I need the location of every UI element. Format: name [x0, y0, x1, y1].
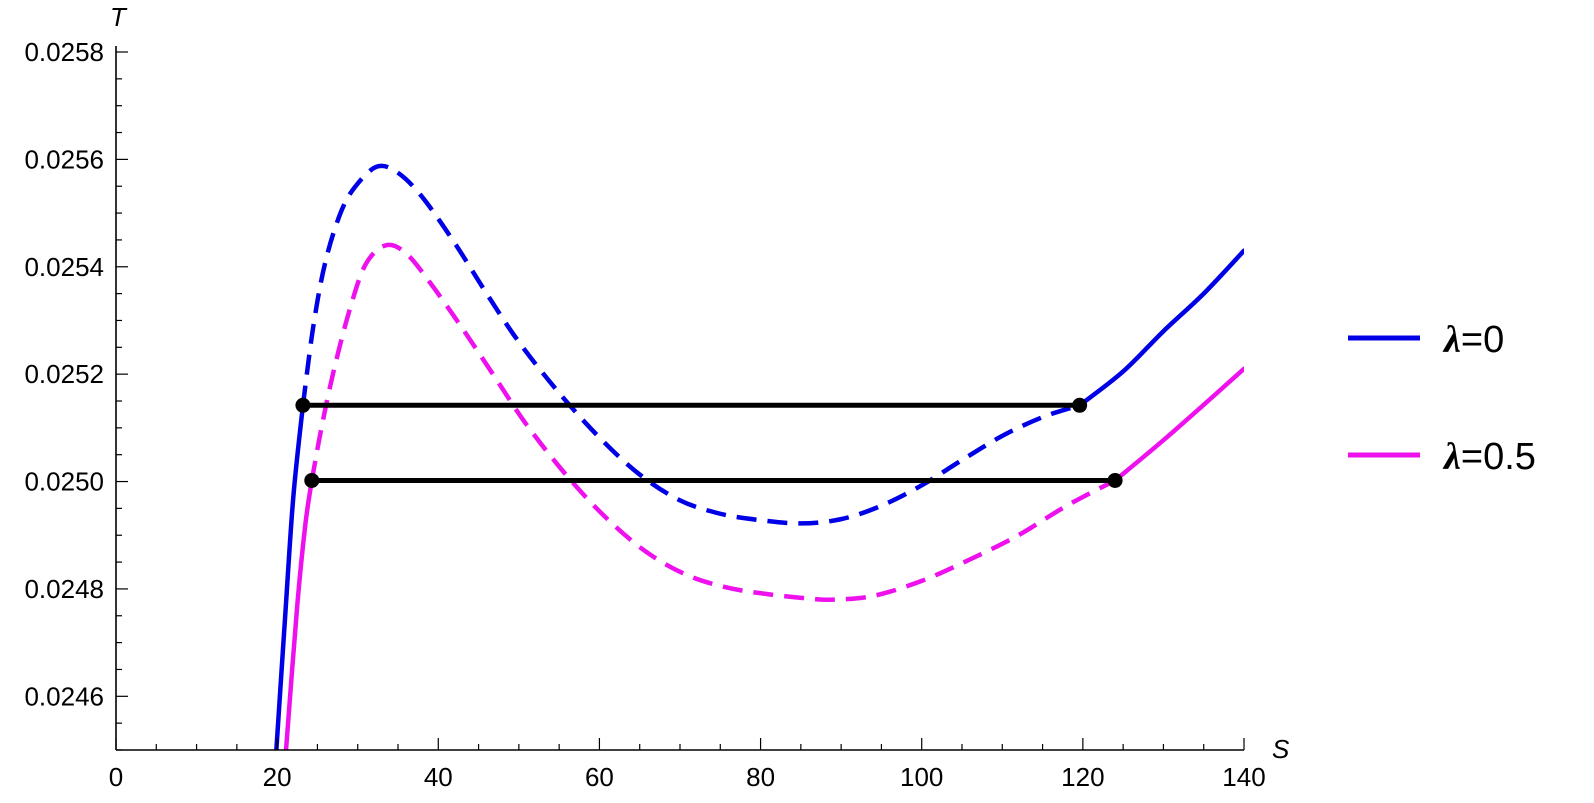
series-1-stable-large-line — [1112, 366, 1244, 483]
x-tick-label: 20 — [263, 762, 292, 792]
x-axis-label: S — [1272, 734, 1290, 764]
y-tick-label: 0.0258 — [24, 37, 104, 67]
legend-value: =0.5 — [1461, 436, 1536, 478]
legend-lambda-symbol: λ — [1442, 319, 1461, 361]
legend-lambda-symbol: λ — [1442, 436, 1461, 478]
segment-endpoint-dot — [1107, 472, 1123, 488]
segment-endpoint-dot — [1072, 397, 1088, 413]
legend-label: λ=0.5 — [1442, 436, 1536, 478]
y-tick-label: 0.0248 — [24, 574, 104, 604]
y-tick-label: 0.0256 — [24, 144, 104, 174]
series-0-unstable-dashed-line — [300, 163, 1081, 526]
axes: 0 20 40 60 80 100 120 140 0.02460.02480.02500.0… — [24, 2, 1290, 792]
series-1-stable-small-line — [283, 478, 315, 750]
legend-value: =0 — [1461, 319, 1504, 361]
x-tick-label: 100 — [900, 762, 943, 792]
y-axis-label: T — [110, 2, 128, 32]
coexistence-lines — [295, 397, 1123, 488]
x-tick-label: 60 — [585, 762, 614, 792]
series-0-stable-small-line — [274, 403, 306, 750]
y-tick-label: 0.0246 — [24, 681, 104, 711]
plot-area — [274, 163, 1244, 750]
x-tick-label: 140 — [1222, 762, 1265, 792]
y-tick-label: 0.0250 — [24, 467, 104, 497]
y-tick-label: 0.0252 — [24, 359, 104, 389]
legend-label: λ=0 — [1442, 319, 1504, 361]
legend: λ=0λ=0.5 — [1348, 319, 1536, 478]
y-tick-label: 0.0254 — [24, 252, 104, 282]
series-1-unstable-dashed-line — [309, 242, 1117, 603]
x-tick-label: 80 — [746, 762, 775, 792]
segment-endpoint-dot — [304, 472, 320, 488]
x-tick-label: 120 — [1061, 762, 1104, 792]
x-tick-label: 40 — [424, 762, 453, 792]
y-ticks: 0.0246 0.0248 0.0250 0.0252 0.0254 0.0256 0.02… — [24, 37, 128, 751]
x-ticks: 0 20 40 60 80 100 120 140 — [109, 738, 1266, 792]
x-tick-label: 0 — [109, 762, 123, 792]
segment-endpoint-dot — [295, 397, 311, 413]
series-0-stable-large-line — [1077, 248, 1244, 408]
